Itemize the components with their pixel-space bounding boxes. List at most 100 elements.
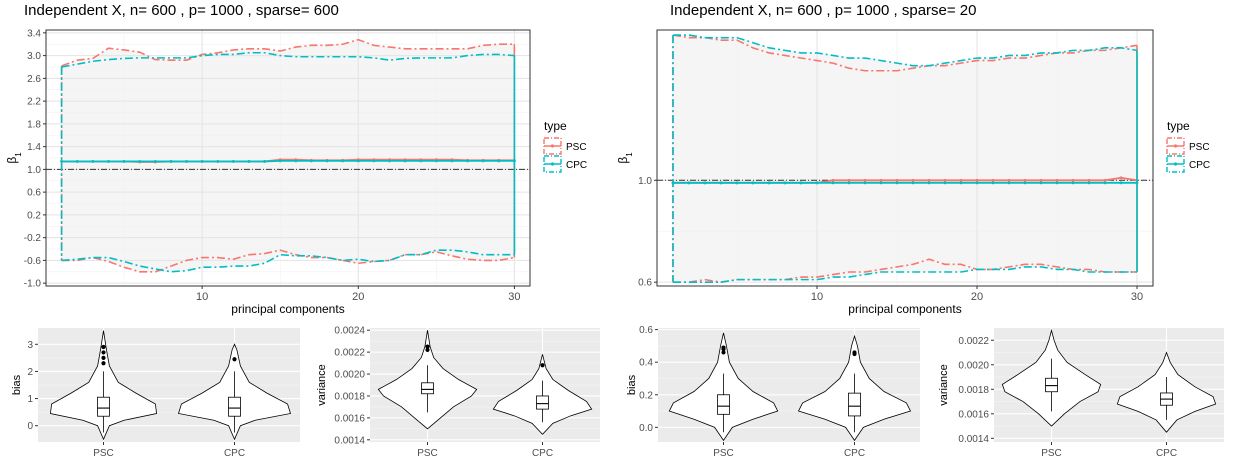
interval-shading [61,39,515,272]
violin-chart-variance-right: PSC CPC 0.0014 0.0016 0.0018 0.0020 0.0022 vari… [938,328,1224,459]
data-point [247,160,251,163]
y-tick-label: 0.0022 [334,348,365,359]
series-psc-lower-bound [673,258,1137,283]
legend-label-psc: PSC [1189,142,1210,153]
data-point [959,178,963,182]
data-point [863,181,867,185]
line-chart-right: 0.6 1.0 10 20 30 principal components β1 type PS… [616,29,1210,316]
data-point [1087,181,1091,185]
y-axis-label: variance [316,364,328,406]
data-point [372,159,376,163]
y-tick-label: 3.0 [27,51,41,62]
y-tick-label: 2.2 [27,97,41,108]
plot-border [45,29,531,287]
data-point [1007,181,1011,185]
x-tick-label: CPC [844,448,865,459]
legend-title: type [1167,119,1190,133]
series-cpc-lower-bound [673,266,1137,283]
right-chart-title: Independent X, n= 600 , p= 1000 , sparse… [670,2,977,19]
legend-key-point-cpc [1173,162,1178,166]
data-point [75,160,79,163]
box-psc [717,394,730,415]
x-tick-label: 20 [971,291,983,303]
data-point [815,181,819,185]
data-point [278,159,282,163]
data-point [927,181,931,185]
data-point [325,159,329,163]
box-psc [1045,377,1058,393]
data-point [847,178,851,182]
data-point [481,159,485,163]
data-point [847,181,851,185]
y-axis-label-subscript: 1 [625,152,634,157]
x-tick-label: PSC [93,448,114,459]
plot-border [656,29,1154,287]
box-cpc [228,396,241,417]
legend-label-cpc: CPC [566,160,587,171]
outlier-point [101,350,106,355]
x-tick-label: PSC [713,448,734,459]
data-point [895,178,899,182]
box-psc [97,396,110,417]
line-chart-left: -1.0 -0.6 -0.2 0.2 0.6 1.0 1.4 1.8 2.2 2.6 3.0 3.4 1… [5,28,587,316]
outlier-point [721,345,726,350]
series-psc-lower-bound [61,249,515,273]
legend-key-point-psc [550,144,555,148]
data-point [831,178,835,182]
y-axis-label: β1 [5,152,23,164]
data-point [1071,178,1075,182]
data-point [1039,181,1043,185]
outlier-point [425,347,430,353]
y-tick-label: 1.0 [27,165,41,176]
y-tick-label: 0 [27,421,33,432]
outlier-point [101,355,106,360]
y-tick-label: -1.0 [24,279,42,290]
data-point [1023,178,1027,182]
legend-title: type [544,119,567,133]
y-tick-label: 0.6 [639,325,653,336]
legend-label-psc: PSC [566,142,587,153]
data-point [1007,178,1011,182]
x-tick-label: 30 [1131,291,1143,303]
data-point [450,159,454,163]
y-tick-label: 0.0014 [958,434,989,445]
y-tick-label: 0.6 [27,188,41,199]
plot-panel [658,328,920,442]
outlier-point [232,357,237,362]
y-tick-label: 3.4 [27,28,41,39]
y-tick-label: 0.6 [638,278,652,289]
x-axis-label: principal components [231,302,344,316]
y-axis-label-subscript: 1 [14,152,23,157]
data-point [1055,178,1059,182]
data-point [497,159,501,163]
data-point [1103,181,1107,185]
data-point [1119,181,1123,185]
y-axis-label: β1 [616,152,634,164]
x-tick-label: PSC [1041,448,1062,459]
data-point [1087,178,1091,182]
y-tick-label: 0.0018 [958,385,989,396]
data-point [895,181,899,185]
data-point [1071,181,1075,185]
data-point [959,181,963,185]
data-point [310,159,313,163]
data-point [783,181,787,185]
y-tick-label: 0.0014 [334,435,365,446]
series-cpc-mean-line [61,159,515,163]
data-point [911,181,915,185]
data-point [216,160,220,163]
data-point [1135,181,1139,185]
data-point [687,181,691,185]
y-tick-label: 0.0018 [334,391,365,402]
x-tick-label: 10 [811,291,823,303]
outlier-point [101,344,106,350]
y-tick-label: 1.0 [638,176,652,187]
x-axis-label: principal components [848,302,961,316]
outlier-point [852,350,857,355]
x-tick-label: 20 [352,291,364,303]
data-point [1055,181,1059,185]
data-point [831,181,835,185]
data-point [60,160,64,163]
data-point [200,160,204,163]
data-point [927,178,931,182]
